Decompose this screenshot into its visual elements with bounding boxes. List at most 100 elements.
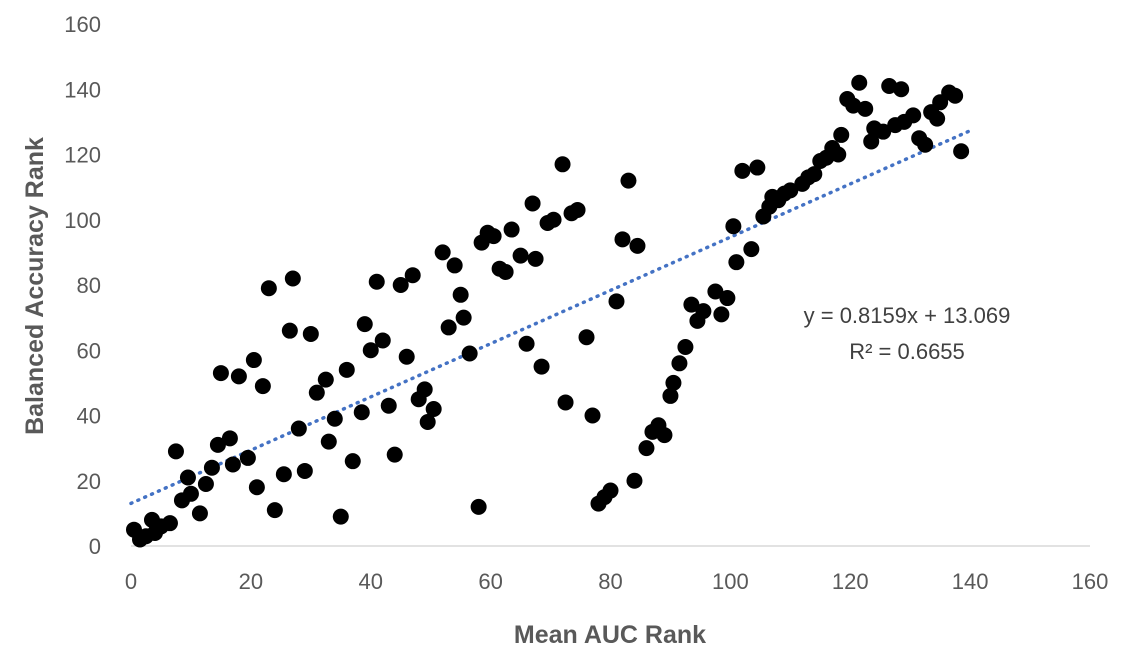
data-point <box>554 156 571 173</box>
x-tick-label: 120 <box>832 569 869 594</box>
x-tick-label: 20 <box>239 569 263 594</box>
y-tick-label: 40 <box>77 404 101 429</box>
data-point <box>665 374 682 391</box>
data-point <box>290 420 307 437</box>
data-point <box>725 218 742 235</box>
x-tick-label: 80 <box>598 569 622 594</box>
y-tick-label: 0 <box>89 534 101 559</box>
data-point <box>197 476 214 493</box>
data-point <box>191 505 208 522</box>
data-point <box>497 263 514 280</box>
data-point <box>224 456 241 473</box>
y-tick-label: 80 <box>77 273 101 298</box>
data-point <box>248 479 265 496</box>
data-point <box>953 143 970 160</box>
data-point <box>905 107 922 124</box>
data-point <box>179 469 196 486</box>
data-point <box>302 325 319 342</box>
data-point <box>455 309 472 326</box>
data-point <box>728 254 745 271</box>
data-point <box>569 201 586 218</box>
data-point <box>638 440 655 457</box>
data-point <box>254 378 271 395</box>
data-point <box>221 430 238 447</box>
y-tick-label: 140 <box>64 77 101 102</box>
data-point <box>398 348 415 365</box>
data-point <box>578 329 595 346</box>
data-point <box>734 162 751 179</box>
data-point <box>947 87 964 104</box>
data-point <box>743 241 760 258</box>
data-point <box>344 453 361 470</box>
x-tick-label: 100 <box>712 569 749 594</box>
data-point <box>614 231 631 248</box>
data-point <box>857 100 874 117</box>
data-point <box>434 244 451 261</box>
data-point <box>524 195 541 212</box>
y-tick-label: 100 <box>64 208 101 233</box>
data-point <box>380 397 397 414</box>
data-points <box>125 74 970 548</box>
data-point <box>782 182 799 199</box>
data-point <box>275 466 292 483</box>
data-point <box>695 303 712 320</box>
x-tick-label: 40 <box>359 569 383 594</box>
data-point <box>461 345 478 362</box>
data-point <box>374 332 391 349</box>
data-point <box>167 443 184 460</box>
y-tick-label: 20 <box>77 469 101 494</box>
data-point <box>161 515 178 532</box>
data-point <box>620 172 637 189</box>
data-point <box>266 502 283 519</box>
x-axis-ticks: 0 20 40 60 80 100 120 140 160 <box>125 569 1108 594</box>
data-point <box>677 338 694 355</box>
data-point <box>485 228 502 245</box>
data-point <box>284 270 301 287</box>
data-point <box>518 335 535 352</box>
data-point <box>749 159 766 176</box>
data-point <box>851 74 868 91</box>
data-point <box>602 482 619 499</box>
data-point <box>719 290 736 307</box>
data-point <box>545 211 562 228</box>
data-point <box>296 462 313 479</box>
data-point <box>875 123 892 140</box>
data-point <box>239 449 256 466</box>
x-tick-label: 140 <box>952 569 989 594</box>
trendline-equation: y = 0.8159x + 13.069 <box>804 303 1011 328</box>
data-point <box>326 410 343 427</box>
data-point <box>209 436 226 453</box>
data-point <box>656 427 673 444</box>
data-point <box>830 146 847 163</box>
data-point <box>629 237 646 254</box>
data-point <box>470 498 487 515</box>
data-point <box>527 250 544 267</box>
data-point <box>332 508 349 525</box>
data-point <box>584 407 601 424</box>
data-point <box>320 433 337 450</box>
data-point <box>893 81 910 98</box>
data-point <box>281 322 298 339</box>
data-point <box>662 387 679 404</box>
data-point <box>368 273 385 290</box>
y-tick-label: 160 <box>64 12 101 37</box>
data-point <box>917 136 934 153</box>
y-tick-label: 120 <box>64 143 101 168</box>
trendline-r-squared: R² = 0.6655 <box>849 339 965 364</box>
data-point <box>806 166 823 183</box>
data-point <box>404 267 421 284</box>
data-point <box>308 384 325 401</box>
y-axis-title: Balanced Accuracy Rank <box>21 137 49 435</box>
data-point <box>845 97 862 114</box>
data-point <box>440 319 457 336</box>
data-point <box>203 459 220 476</box>
data-point <box>713 306 730 323</box>
y-tick-label: 60 <box>77 338 101 363</box>
y-axis-ticks: 0 20 40 60 80 100 120 140 160 <box>64 12 101 559</box>
data-point <box>881 77 898 94</box>
data-point <box>230 368 247 385</box>
data-point <box>608 293 625 310</box>
data-point <box>626 472 643 489</box>
data-point <box>362 342 379 359</box>
